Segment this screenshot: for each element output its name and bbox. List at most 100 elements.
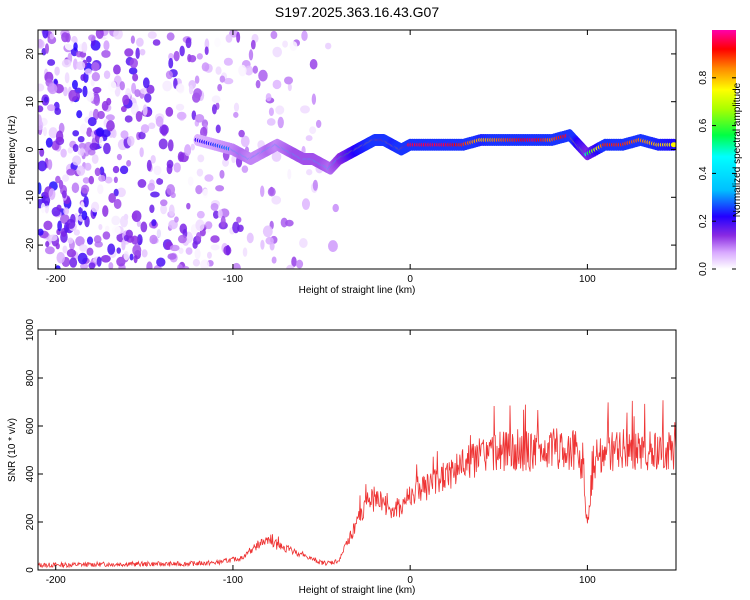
spectrogram-blob xyxy=(142,77,150,89)
spectrogram-blob xyxy=(120,215,128,228)
spectrogram-blob xyxy=(162,80,173,92)
spectrogram-blob xyxy=(156,178,164,185)
spectrogram-blob xyxy=(65,33,71,43)
spectrogram-blob xyxy=(81,41,88,54)
spectrogram-blob xyxy=(62,86,68,97)
spectrogram-blob xyxy=(107,80,117,92)
spectrogram-blob xyxy=(80,201,85,209)
spectrogram-blob xyxy=(55,130,64,143)
spectrogram-blob xyxy=(76,165,86,176)
spectrogram-blob xyxy=(81,210,88,221)
snr-ylabel: SNR (10 * v/v) xyxy=(7,418,18,482)
spectrogram-blob xyxy=(42,30,49,39)
spectrogram-blob xyxy=(80,74,86,81)
spectrogram-blob xyxy=(60,148,67,158)
spectrogram-blob xyxy=(88,175,95,185)
spectrogram-blob xyxy=(207,251,212,259)
spectrogram-blob xyxy=(248,49,254,61)
spectrogram-blob xyxy=(115,120,121,131)
spectrogram-blob xyxy=(86,91,95,102)
snr-xlabel: Height of straight line (km) xyxy=(299,585,416,596)
spectrogram-blob xyxy=(193,88,202,99)
spectrogram-blob xyxy=(148,122,156,130)
spectrogram-blob xyxy=(139,147,144,158)
spectrogram-blob xyxy=(79,244,88,252)
spectrogram-blob xyxy=(73,229,80,236)
spectrogram-blob xyxy=(158,138,168,150)
spectrogram-blob xyxy=(211,95,221,104)
spectrogram-blob xyxy=(142,104,148,116)
spectrogram-blob xyxy=(182,265,190,269)
spectrogram-blob xyxy=(130,35,135,44)
spectrogram-blob xyxy=(98,175,106,182)
spectrogram-blob xyxy=(93,235,102,244)
spectrogram-blob xyxy=(258,69,268,82)
spectrogram-blob xyxy=(267,187,276,197)
spectrogram-blob xyxy=(196,210,205,219)
spectrogram-blob xyxy=(106,120,115,132)
spectrogram-blob xyxy=(42,126,47,137)
spectrogram-blob xyxy=(196,53,203,60)
snr-frame xyxy=(37,329,677,571)
spectrogram-blob xyxy=(44,246,55,255)
spectrogram-ytick-label: 10 xyxy=(25,96,36,108)
spectrogram-blob xyxy=(80,263,89,269)
spectrogram-blob xyxy=(144,93,152,103)
spectrogram-blob xyxy=(54,107,62,116)
spectrogram-blob xyxy=(112,165,120,174)
snr-ytick-label: 1000 xyxy=(25,318,36,341)
spectrogram-blob xyxy=(47,159,53,170)
spectrogram-blob xyxy=(211,104,217,115)
spectrogram-blob xyxy=(192,258,201,267)
spectrogram-blob xyxy=(86,127,93,137)
spectrogram-blob xyxy=(78,142,87,150)
spectrogram-blob xyxy=(67,237,74,244)
spectrogram-blob xyxy=(301,198,311,210)
spectrogram-blob xyxy=(72,143,79,153)
spectrogram-blob xyxy=(140,221,148,233)
spectrogram-blob xyxy=(195,219,205,232)
spectrogram-blob xyxy=(195,185,203,195)
spectrogram-blob xyxy=(190,143,195,151)
snr-xtick-label: 0 xyxy=(407,575,413,586)
colorbar-tick-label: 0.2 xyxy=(698,214,709,228)
spectrogram-blob xyxy=(301,30,308,42)
spectrogram-blob xyxy=(232,262,241,269)
snr-data xyxy=(38,400,676,569)
spectrogram-blob xyxy=(196,168,204,177)
spectrogram-blob xyxy=(63,207,70,216)
spectrogram-blob xyxy=(108,262,114,269)
spectrogram-blob xyxy=(43,96,49,103)
spectrogram-blob xyxy=(135,110,143,122)
spectrogram-blob xyxy=(49,33,55,40)
spectrogram-blob xyxy=(185,247,193,255)
spectrogram-blob xyxy=(250,39,256,50)
spectrogram-blob xyxy=(160,204,168,215)
spectrogram-blob xyxy=(231,155,236,164)
spectrogram-blob xyxy=(131,212,138,221)
spectrogram-blob xyxy=(56,204,62,211)
spectrogram-blob xyxy=(101,49,111,58)
spectrogram-blob xyxy=(45,240,50,248)
spectrogram-blob xyxy=(271,151,282,162)
spectrogram-blob xyxy=(167,139,174,152)
spectrogram-blob xyxy=(295,259,304,269)
spectrogram-blob xyxy=(86,247,94,256)
spectrogram-blob xyxy=(127,135,135,147)
spectrogram-blob xyxy=(241,165,249,173)
spectrogram-blob xyxy=(67,147,74,154)
spectrogram-blob xyxy=(140,88,149,95)
spectrogram-blob xyxy=(225,244,231,256)
spectrogram-blob xyxy=(160,199,168,207)
spectrogram-blob xyxy=(265,236,274,245)
spectrogram-blob xyxy=(92,86,102,94)
colorbar-tick-label: 0.4 xyxy=(698,166,709,180)
snr-xtick-label: -200 xyxy=(46,575,66,586)
spectrogram-blob xyxy=(217,83,223,92)
spectrogram-blob xyxy=(179,45,185,57)
snr-xtick-label: 100 xyxy=(579,575,596,586)
spectrogram-blob xyxy=(69,257,78,268)
spectrogram-blob xyxy=(155,115,164,128)
spectrogram-blob xyxy=(136,220,141,228)
